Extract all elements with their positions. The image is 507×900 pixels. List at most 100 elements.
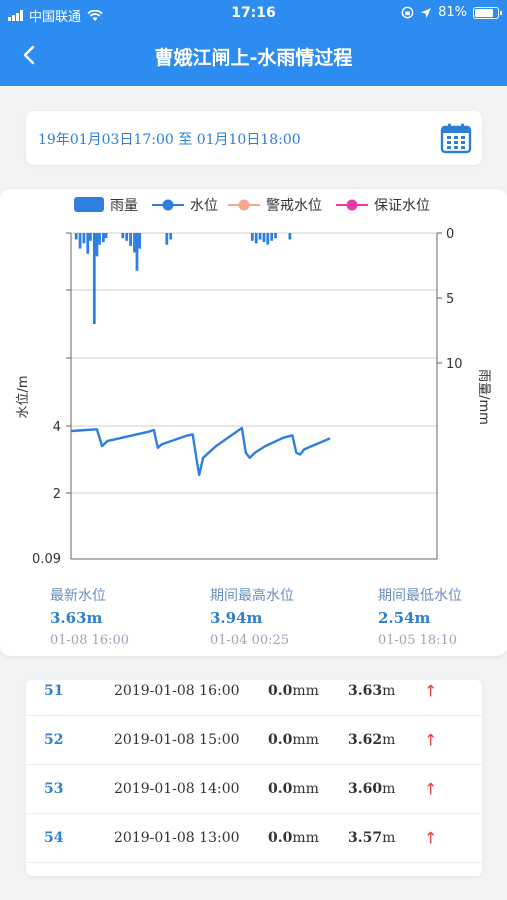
y-right-tick-label: 5	[446, 292, 454, 307]
rain-bar	[121, 233, 125, 239]
rain-bar	[258, 233, 262, 240]
row-time: 2019-01-08 13:00	[114, 830, 240, 846]
stat-time: 01-04 00:25	[210, 633, 290, 648]
legend-item-water-level[interactable]: 水位	[152, 198, 218, 214]
stat-value: 3.94m	[210, 609, 263, 627]
table-row[interactable]: 53 2019-01-08 14:00 0.0mm 3.60m ↑	[26, 765, 482, 814]
legend-item-rain[interactable]: 雨量	[74, 197, 138, 214]
legend-water-level-dot	[162, 199, 174, 211]
rain-bar	[92, 233, 96, 324]
table-row[interactable]: 54 2019-01-08 13:00 0.0mm 3.57m ↑	[26, 814, 482, 863]
battery-percent: 81%	[438, 5, 467, 20]
rain-bar	[86, 233, 90, 254]
row-rain: 0.0mm	[268, 683, 319, 699]
app-header: 中国联通 17:16 81% 曹娥江闸上-水雨情过程	[0, 0, 507, 86]
stat-label: 期间最高水位	[210, 588, 294, 604]
row-level: 3.63m	[348, 683, 396, 699]
trend-up-arrow-icon: ↑	[424, 828, 438, 848]
rotation-lock-icon	[401, 6, 414, 19]
rain-bar	[262, 233, 266, 243]
legend-warning-level-dot	[238, 199, 250, 211]
location-icon	[421, 7, 432, 18]
water-level-line	[70, 426, 331, 477]
rain-bar	[104, 233, 108, 239]
y-right-axis-title: 雨量/mm	[476, 369, 491, 425]
status-left: 中国联通	[8, 6, 103, 25]
row-time: 2019-01-08 14:00	[114, 781, 240, 797]
status-bar: 中国联通 17:16 81%	[0, 0, 507, 28]
carrier-name: 中国联通	[29, 10, 82, 25]
rain-bar	[95, 233, 99, 257]
trend-up-arrow-icon: ↑	[424, 681, 438, 701]
row-index: 53	[44, 781, 64, 797]
row-index: 52	[44, 732, 64, 748]
wifi-icon	[87, 9, 103, 21]
rain-bar	[266, 233, 270, 245]
rain-bar	[250, 233, 254, 241]
rain-bar	[288, 233, 292, 240]
row-rain: 0.0mm	[268, 732, 319, 748]
table-row[interactable]: 52 2019-01-08 15:00 0.0mm 3.62m ↑	[26, 716, 482, 765]
stat-value: 2.54m	[378, 609, 431, 627]
status-right: 81%	[401, 5, 502, 20]
row-time: 2019-01-08 16:00	[114, 683, 240, 699]
rain-bar	[98, 233, 101, 245]
legend-item-warning-level[interactable]: 警戒水位	[228, 198, 322, 214]
rain-bar	[169, 233, 173, 240]
rain-bar	[129, 233, 132, 246]
status-time: 17:16	[231, 5, 276, 21]
y-left-axis-title: 水位/m	[16, 375, 31, 418]
stat-time: 01-08 16:00	[50, 633, 130, 648]
y-right-tick-label: 10	[446, 357, 463, 372]
stat-max: 期间最高水位 3.94m 01-04 00:25	[210, 585, 294, 648]
legend-rain-swatch	[74, 197, 104, 212]
row-index: 54	[44, 830, 64, 846]
row-level: 3.62m	[348, 732, 396, 748]
rain-bar	[82, 233, 86, 244]
legend-water-level-label: 水位	[190, 198, 218, 214]
calendar-icon[interactable]	[440, 122, 472, 154]
row-time: 2019-01-08 15:00	[114, 732, 240, 748]
y-left-tick-label: 0.09	[32, 552, 61, 567]
legend-guarantee-level-label: 保证水位	[374, 198, 430, 214]
water-rain-chart: 雨量 水位 警戒水位 保证水位	[16, 197, 491, 567]
rain-bar	[133, 233, 136, 253]
data-list: 51 2019-01-08 16:00 0.0mm 3.63m ↑ 52 201…	[26, 680, 482, 876]
rain-bar	[125, 233, 129, 241]
rain-bar	[270, 233, 274, 241]
rain-bar	[274, 233, 277, 239]
row-index: 51	[44, 683, 64, 699]
rain-bar	[89, 233, 92, 241]
y-left-tick-label: 4	[53, 420, 61, 435]
stat-min: 期间最低水位 2.54m 01-05 18:10	[378, 585, 462, 648]
stat-label: 最新水位	[50, 588, 106, 604]
page-title: 曹娥江闸上-水雨情过程	[154, 47, 353, 69]
row-rain: 0.0mm	[268, 830, 319, 846]
legend-warning-level-label: 警戒水位	[266, 198, 322, 214]
stat-time: 01-05 18:10	[378, 633, 458, 648]
y-left-tick-label: 2	[53, 487, 61, 502]
rain-bar	[78, 233, 82, 249]
legend-item-guarantee-level[interactable]: 保证水位	[336, 198, 430, 214]
nav-bar: 曹娥江闸上-水雨情过程	[0, 30, 507, 80]
chart-card: 雨量 水位 警戒水位 保证水位	[0, 189, 507, 656]
row-rain: 0.0mm	[268, 781, 319, 797]
rain-bar	[135, 233, 139, 271]
signal-icon	[8, 10, 23, 21]
legend: 雨量 水位 警戒水位 保证水位	[74, 197, 430, 214]
stat-latest: 最新水位 3.63m 01-08 16:00	[50, 585, 129, 648]
table-row[interactable]: 51 2019-01-08 16:00 0.0mm 3.63m ↑	[26, 680, 482, 716]
trend-up-arrow-icon: ↑	[424, 779, 438, 799]
battery-icon	[473, 6, 502, 19]
rain-bar	[254, 233, 258, 244]
rain-bar	[74, 233, 78, 240]
rain-bar	[102, 233, 105, 243]
y-right-tick-label: 0	[446, 227, 454, 242]
rain-bars	[74, 233, 292, 324]
date-range-text[interactable]: 19年01月03日17:00 至 01月10日18:00	[38, 132, 301, 148]
back-arrow-icon[interactable]	[18, 43, 42, 67]
date-range-card: 19年01月03日17:00 至 01月10日18:00	[26, 111, 482, 165]
stat-label: 期间最低水位	[378, 588, 462, 604]
battery-fill	[475, 8, 493, 17]
rain-bar	[165, 233, 169, 245]
